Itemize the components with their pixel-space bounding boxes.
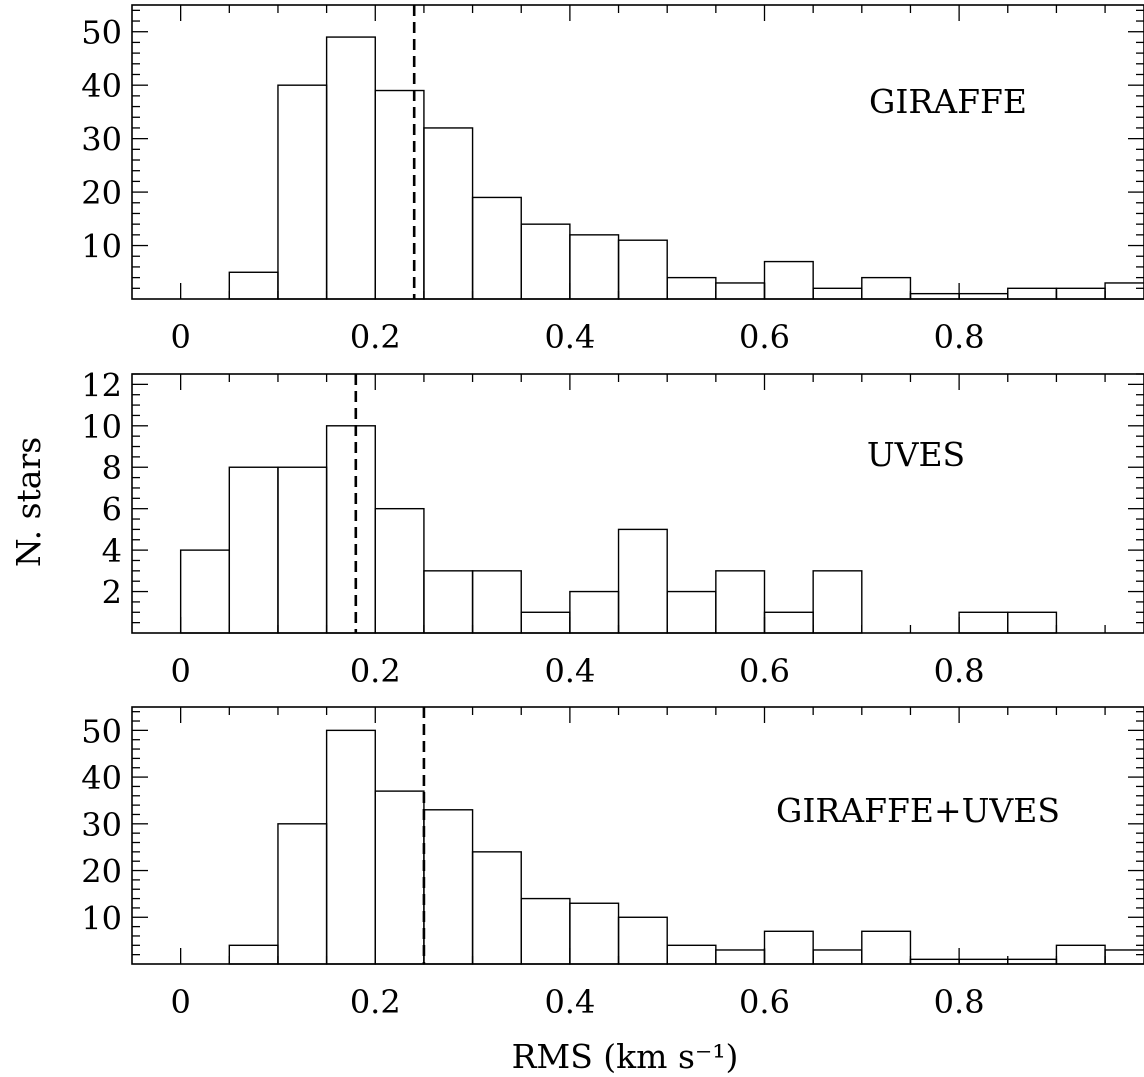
giraffe-bar: [958, 292, 1009, 300]
giraffe-uves-bar: [666, 944, 717, 965]
giraffe-uves-bar: [763, 930, 814, 965]
uves-bar: [666, 590, 717, 634]
giraffe-bar: [325, 36, 376, 300]
giraffe-frame: [131, 4, 1144, 300]
uves-y-tick-label: 2: [102, 574, 122, 612]
giraffe-uves-panel-label: GIRAFFE+UVES: [776, 791, 1060, 830]
uves-y-tick-label: 12: [81, 366, 122, 404]
giraffe-uves-bar: [325, 729, 376, 965]
uves-bar: [763, 611, 814, 634]
giraffe-uves-bar: [861, 930, 912, 965]
giraffe-bar: [228, 271, 279, 300]
giraffe-uves-bar: [617, 916, 668, 965]
giraffe-uves-bar: [228, 944, 279, 965]
uves-bar: [423, 570, 474, 634]
giraffe-y-tick-label: 40: [81, 67, 122, 105]
giraffe-uves-bar: [277, 823, 328, 965]
giraffe-uves-bar: [374, 790, 425, 965]
uves-bar: [520, 611, 571, 634]
giraffe-bar: [277, 84, 328, 300]
uves-x-tick-label: 0.8: [934, 652, 985, 690]
giraffe-y-tick-label: 30: [81, 121, 122, 159]
giraffe-uves-bar: [569, 902, 620, 965]
giraffe-x-tick-label: 0.2: [350, 318, 401, 356]
uves-bar: [1007, 611, 1058, 634]
uves-x-tick-label: 0.6: [739, 652, 790, 690]
giraffe-uves-y-tick-label: 20: [81, 853, 122, 891]
giraffe-y-tick-label: 50: [81, 14, 122, 52]
uves-bar: [812, 570, 863, 634]
giraffe-y-tick-label: 20: [81, 174, 122, 212]
giraffe-bar: [763, 260, 814, 300]
giraffe-bar: [1055, 287, 1106, 300]
giraffe-uves-bar: [520, 897, 571, 965]
giraffe-bar: [812, 287, 863, 300]
panel-uves: 0 0.2 0.4 0.6 0.8 2 46 810 12 UVES: [81, 366, 1144, 690]
giraffe-bar: [1007, 287, 1058, 300]
giraffe-bar: [569, 234, 620, 300]
uves-bar: [325, 425, 376, 634]
uves-panel-label: UVES: [867, 435, 965, 474]
x-axis-title: RMS (km s⁻¹): [512, 1037, 739, 1076]
uves-bar: [715, 570, 766, 634]
giraffe-bar: [471, 196, 522, 300]
giraffe-uves-y-tick-label: 40: [81, 759, 122, 797]
uves-x-tick-label: 0.2: [350, 652, 401, 690]
giraffe-uves-x-tick-label: 0.4: [544, 983, 595, 1021]
giraffe-uves-bar: [715, 949, 766, 965]
giraffe-uves-bar: [812, 949, 863, 965]
giraffe-bar: [861, 276, 912, 300]
uves-frame: [131, 373, 1144, 634]
giraffe-bar: [374, 89, 425, 300]
uves-bar: [958, 611, 1009, 634]
giraffe-panel-label: GIRAFFE: [869, 82, 1027, 121]
uves-bar: [277, 466, 328, 634]
giraffe-uves-frame: [131, 706, 1144, 965]
y-axis-title: N. stars: [9, 437, 48, 567]
giraffe-bar: [520, 223, 571, 300]
giraffe-x-tick-label: 0.4: [544, 318, 595, 356]
giraffe-bar: [715, 282, 766, 300]
uves-bar: [569, 590, 620, 634]
uves-y-tick-label: 8: [102, 449, 122, 487]
giraffe-uves-y-tick-label: 30: [81, 806, 122, 844]
giraffe-bar: [666, 276, 717, 300]
giraffe-x-tick-label: 0.8: [934, 318, 985, 356]
uves-x-tick-label: 0.4: [544, 652, 595, 690]
giraffe-uves-x-tick-label: 0.8: [934, 983, 985, 1021]
uves-bar: [228, 466, 279, 634]
panel-giraffe: 0 0.2 0.4 0.6 0.8 10 20 30 40 50 GIRAFFE: [81, 4, 1144, 356]
giraffe-y-tick-label: 10: [81, 228, 122, 266]
uves-y-tick-label: 10: [81, 408, 122, 446]
giraffe-uves-y-tick-label: 10: [81, 899, 122, 937]
giraffe-bar: [1104, 282, 1144, 300]
giraffe-uves-bar: [1055, 944, 1106, 965]
uves-y-tick-label: 6: [102, 491, 122, 529]
uves-bar: [471, 570, 522, 634]
uves-x-tick-label: 0: [170, 652, 190, 690]
giraffe-uves-x-tick-label: 0.2: [350, 983, 401, 1021]
giraffe-uves-bar: [423, 809, 474, 965]
giraffe-x-tick-label: 0.6: [739, 318, 790, 356]
giraffe-uves-bar: [471, 851, 522, 965]
giraffe-uves-y-tick-label: 50: [81, 712, 122, 750]
uves-bar: [374, 507, 425, 634]
giraffe-bar: [617, 239, 668, 300]
giraffe-uves-x-tick-label: 0: [170, 983, 190, 1021]
giraffe-uves-bar: [1104, 949, 1144, 965]
uves-y-tick-label: 4: [102, 532, 122, 570]
panel-giraffe-uves: 0 0.2 0.4 0.6 0.8 10 20 30 40 50 GIRAFFE+UVES: [81, 706, 1144, 1021]
giraffe-uves-x-tick-label: 0.6: [739, 983, 790, 1021]
giraffe-bar: [909, 292, 960, 300]
giraffe-bar: [423, 127, 474, 300]
uves-bar: [179, 549, 231, 634]
giraffe-x-tick-label: 0: [170, 318, 190, 356]
uves-bar: [617, 528, 668, 634]
